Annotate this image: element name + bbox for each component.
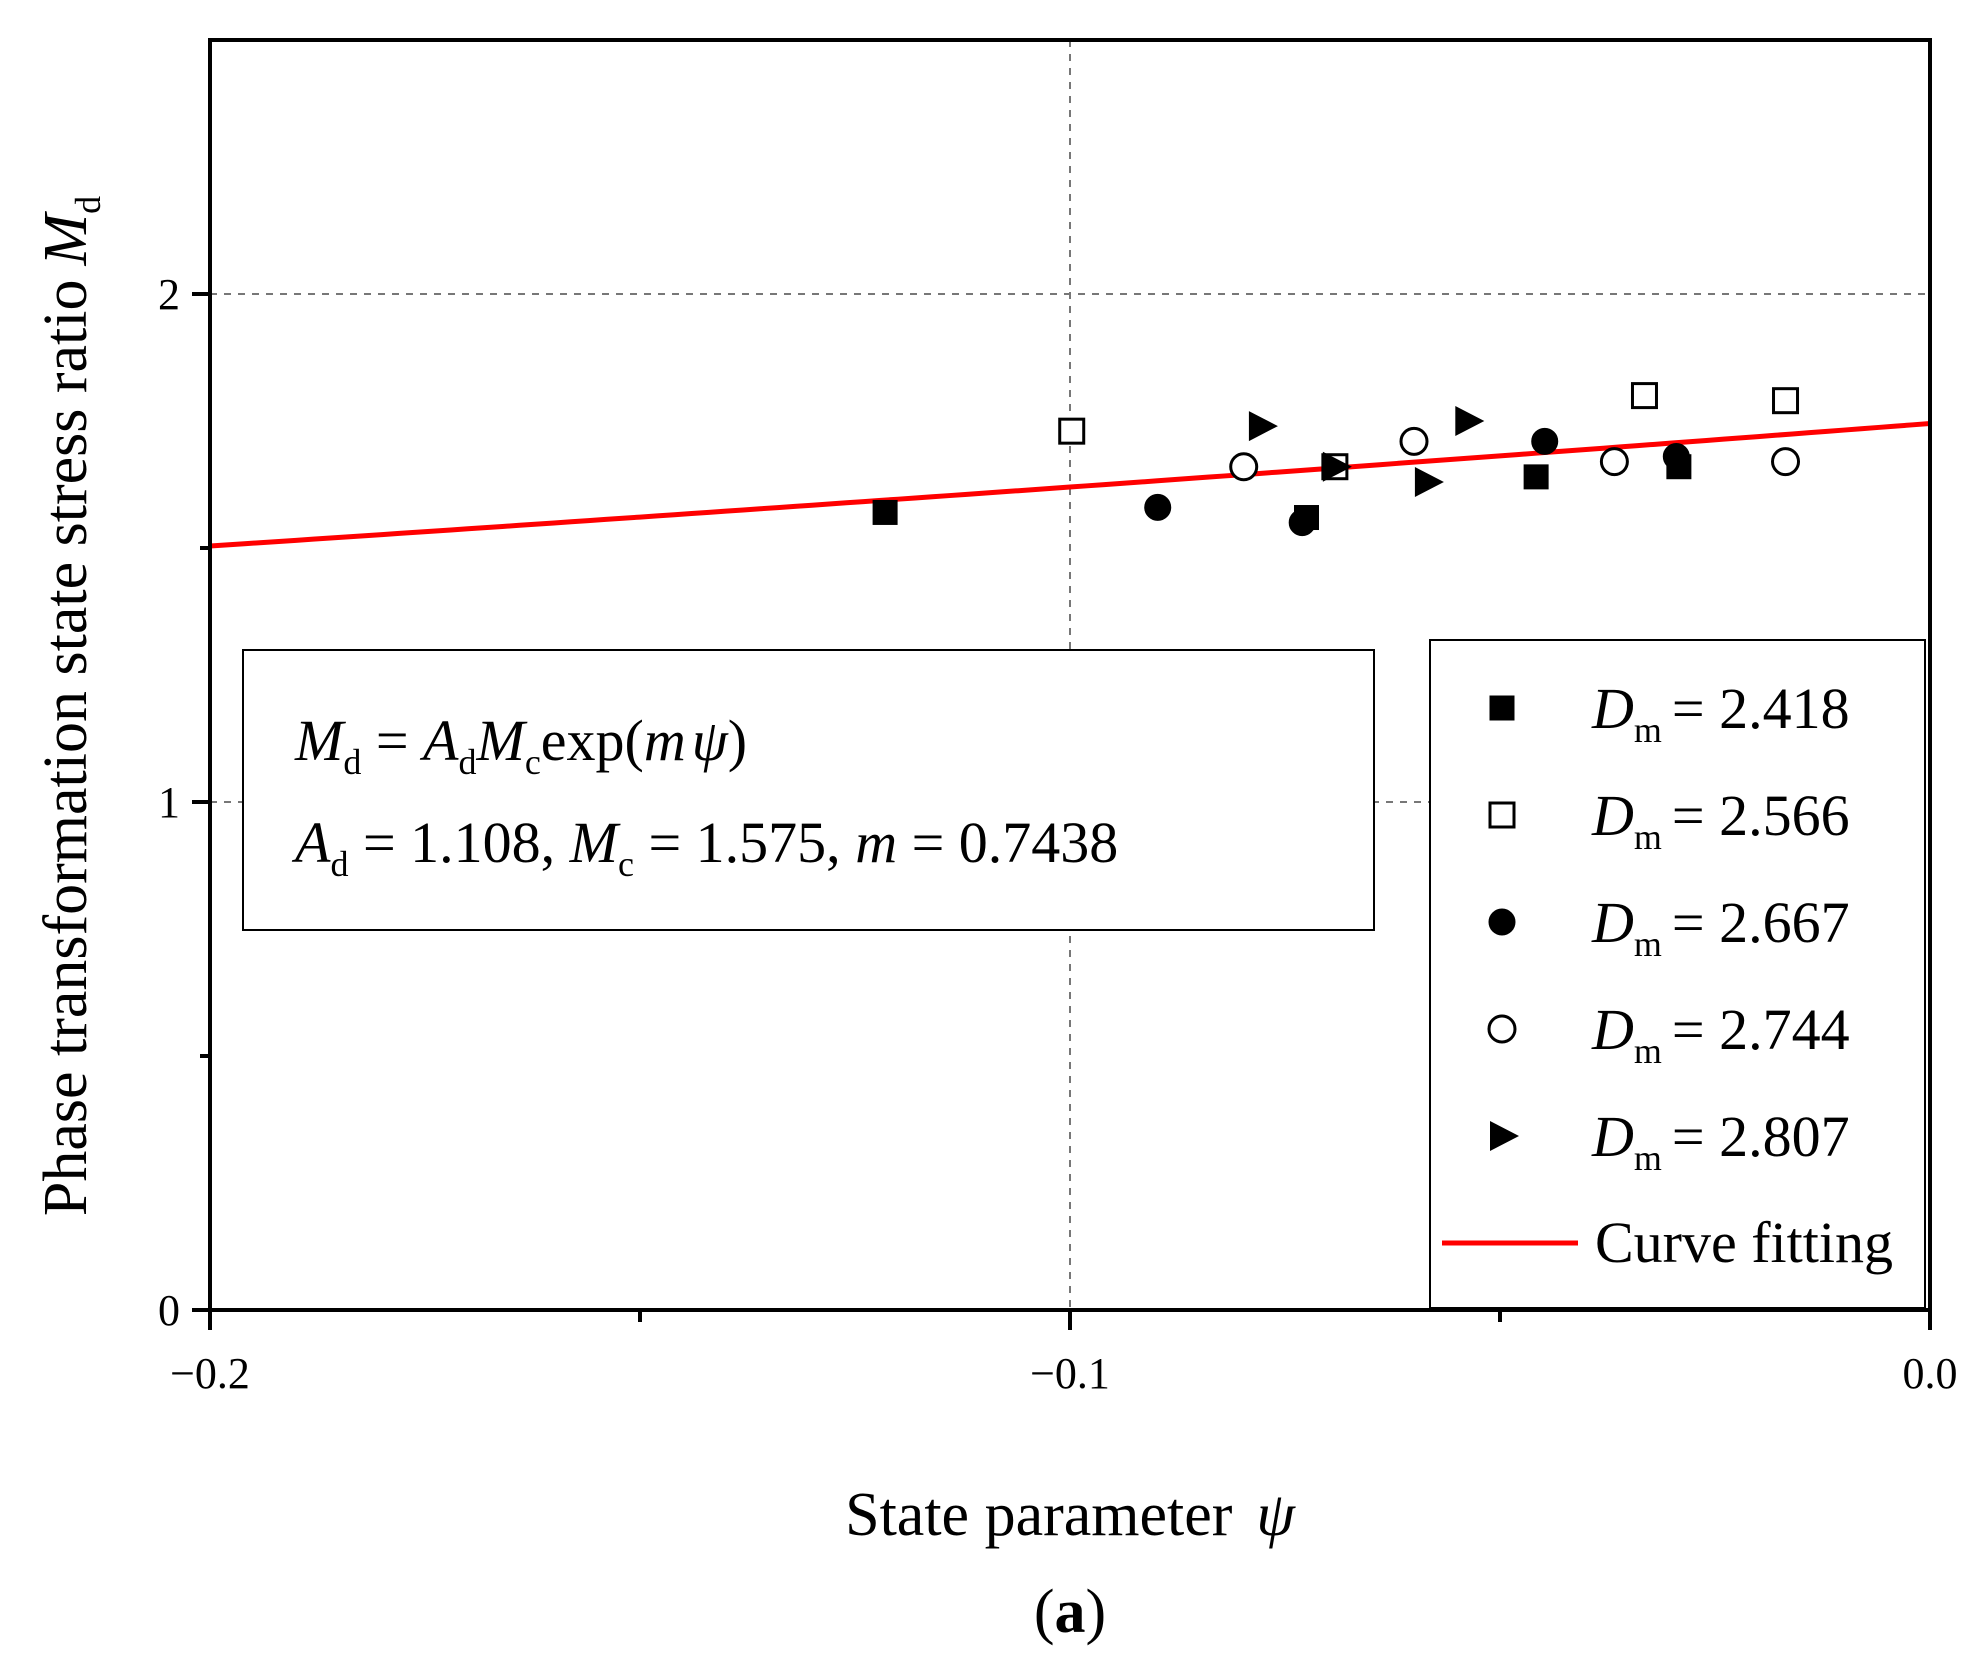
params-m-val: = 1.575, [634, 810, 855, 875]
legend-value: = 2.566 [1672, 783, 1850, 848]
params-a: A [291, 810, 331, 875]
data-point [1455, 406, 1485, 436]
params-var-val: = 0.7438 [897, 810, 1118, 875]
equation-box [242, 649, 1375, 931]
data-point [1531, 427, 1559, 455]
equation-annotation: Md = AdMcexp(m ψ) Ad = 1.108, Mc = 1.575,… [242, 649, 1375, 931]
data-point [1599, 447, 1629, 477]
legend-marker [1487, 1014, 1517, 1044]
legend-marker [1490, 1121, 1519, 1151]
x-tick-label: 0.0 [1903, 1349, 1958, 1398]
eq-exp: exp( [541, 708, 644, 773]
eq-lhs-sub: d [343, 742, 361, 782]
data-point [1772, 387, 1800, 415]
data-point [1662, 443, 1690, 471]
params-a-sub: d [330, 844, 348, 884]
eq-lhs: M [294, 708, 346, 773]
y-tick-label: 0 [158, 1286, 180, 1335]
panel-letter: a [1055, 1578, 1086, 1646]
y-axis-title: Phase transformation state stress ratio M… [32, 196, 108, 1216]
legend-value: = 2.418 [1672, 676, 1850, 741]
eq-m-sub: c [525, 742, 541, 782]
legend-subscript: m [1634, 1138, 1662, 1178]
eq-close: ) [728, 708, 747, 773]
data-point [1771, 447, 1801, 477]
panel-paren-open: ( [1034, 1578, 1055, 1646]
legend-subscript: m [1634, 924, 1662, 964]
data-point [1248, 411, 1278, 442]
legend-label: Dm = 2.744 [1591, 997, 1850, 1071]
eq-m: M [475, 708, 527, 773]
fit-curve [209, 420, 1931, 549]
legend-subscript: m [1634, 817, 1662, 857]
legend-marker [1489, 695, 1515, 721]
y-tick-label: 2 [158, 270, 180, 319]
legend-symbol: D [1591, 783, 1634, 848]
legend-subscript: m [1634, 710, 1662, 750]
data-point [1322, 451, 1352, 482]
eq-equals: = [361, 708, 423, 773]
eq-a: A [419, 708, 459, 773]
legend-value: = 2.744 [1672, 997, 1850, 1062]
legend-subscript: m [1634, 1031, 1662, 1071]
data-point [1058, 417, 1086, 445]
params-a-val: = 1.108, [348, 810, 569, 875]
equation-line: Md = AdMcexp(m ψ) [294, 708, 747, 782]
x-tick-label: −0.1 [1030, 1349, 1110, 1398]
legend-label: Dm = 2.807 [1591, 1104, 1850, 1178]
y-tick-label: 1 [158, 778, 180, 827]
panel-paren-close: ) [1086, 1578, 1107, 1646]
params-m-sub: c [618, 844, 634, 884]
data-point [1144, 493, 1172, 521]
y-axis-subscript: d [68, 196, 108, 214]
y-axis-label: Phase transformation state stress ratio [32, 279, 100, 1216]
legend-value: = 2.667 [1672, 890, 1850, 955]
legend-marker [1488, 801, 1516, 829]
x-tick-label: −0.2 [170, 1349, 250, 1398]
legend-symbol: D [1591, 676, 1634, 741]
legend-label: Dm = 2.566 [1591, 783, 1850, 857]
eq-var: m [644, 708, 686, 773]
legend-symbol: D [1591, 997, 1634, 1062]
data-points [872, 382, 1801, 537]
legend-label: Dm = 2.667 [1591, 890, 1850, 964]
legend-symbol: D [1591, 1104, 1634, 1169]
params-var: m [855, 810, 897, 875]
legend-value: = 2.807 [1672, 1104, 1850, 1169]
x-axis-label: State parameter [845, 1481, 1233, 1549]
params-m: M [569, 810, 621, 875]
legend-box [1429, 639, 1926, 1309]
legend-fit-label: Curve fitting [1595, 1210, 1893, 1275]
legend-marker [1488, 908, 1516, 936]
data-point [872, 499, 898, 525]
eq-psi: ψ [692, 708, 729, 773]
eq-a-sub: d [458, 742, 476, 782]
axis-ticks [192, 292, 1932, 1330]
data-point [1288, 509, 1316, 537]
data-point [1399, 426, 1429, 456]
params-line: Ad = 1.108, Mc = 1.575, m = 0.7438 [291, 810, 1118, 884]
data-point [1523, 464, 1549, 490]
y-axis-symbol: M [32, 210, 100, 266]
data-point [1414, 466, 1444, 497]
legend-symbol: D [1591, 890, 1634, 955]
panel-label: (a) [1034, 1578, 1106, 1646]
data-point [1229, 452, 1259, 482]
x-axis-symbol: ψ [1256, 1481, 1296, 1549]
fit-curve-layer [209, 420, 1931, 549]
x-axis-title: State parameter ψ [845, 1481, 1296, 1549]
legend-label: Dm = 2.418 [1591, 676, 1850, 750]
axis-tick-labels: −0.2 −0.1 0.0 0 1 2 [158, 270, 1958, 1398]
data-point [1630, 382, 1658, 410]
